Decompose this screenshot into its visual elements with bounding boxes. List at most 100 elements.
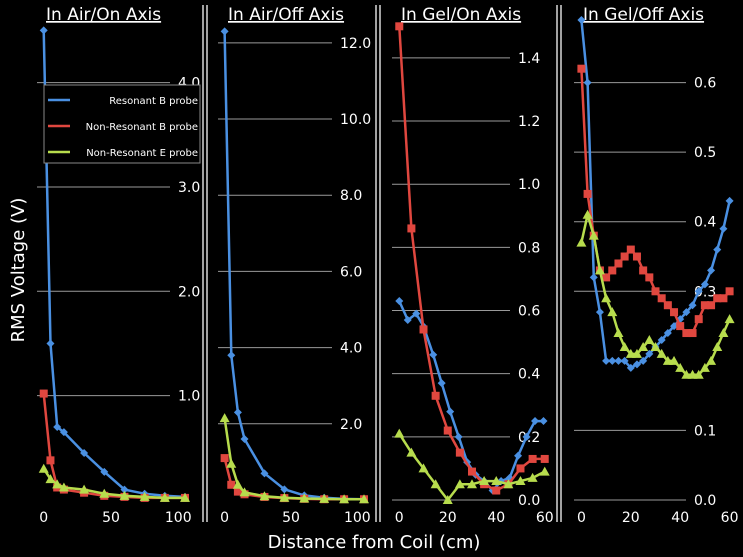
data-point-square <box>657 294 666 303</box>
data-point-square <box>676 322 685 331</box>
data-point-triangle <box>607 307 618 317</box>
series-triangle <box>38 463 190 502</box>
series-triangle <box>394 428 550 504</box>
data-point-triangle <box>279 492 290 502</box>
data-point-diamond <box>719 224 728 233</box>
y-tick-label: 1.0 <box>518 177 540 193</box>
data-point-diamond <box>539 417 548 426</box>
data-point-diamond <box>645 349 654 358</box>
data-point-diamond <box>227 351 236 360</box>
data-point-diamond <box>657 336 666 344</box>
data-point-triangle <box>706 355 717 365</box>
y-tick-label: 0.5 <box>694 145 716 161</box>
data-point-triangle <box>359 494 369 504</box>
x-tick-label: 60 <box>721 510 739 526</box>
data-point-square <box>220 454 229 463</box>
data-point-triangle <box>139 491 150 501</box>
data-point-diamond <box>100 467 109 476</box>
data-point-square <box>707 301 716 310</box>
y-tick-label: 3.0 <box>178 180 200 196</box>
data-point-square <box>577 64 586 73</box>
data-point-square <box>608 266 617 275</box>
data-point-diamond <box>260 469 269 478</box>
chart-legend: Resonant B probe Non-Resonant B probe No… <box>43 84 201 164</box>
data-point-triangle <box>45 474 56 484</box>
series-line <box>42 30 186 499</box>
data-point-triangle <box>58 482 69 492</box>
data-point-diamond <box>403 316 412 324</box>
data-point-square <box>682 329 691 338</box>
data-point-triangle <box>339 494 350 504</box>
panel-title: In Air/On Axis <box>46 5 161 25</box>
y-tick-label: 0.6 <box>694 76 716 92</box>
series-line <box>223 417 364 501</box>
data-point-triangle <box>656 348 667 358</box>
y-tick-label: 0.0 <box>694 493 716 509</box>
data-point-triangle <box>712 341 723 351</box>
panel-title: In Air/Off Axis <box>228 5 344 25</box>
data-point-triangle <box>576 237 587 247</box>
data-point-triangle <box>644 335 655 344</box>
data-point-diamond <box>412 309 421 318</box>
data-point-diamond <box>725 196 734 205</box>
data-point-square <box>620 252 629 261</box>
x-tick-label: 0 <box>220 510 229 526</box>
x-tick-label: 40 <box>487 510 505 526</box>
data-point-square <box>528 454 537 463</box>
data-point-triangle <box>442 495 453 504</box>
series-triangle <box>219 413 369 504</box>
y-tick-label: 0.6 <box>518 304 540 320</box>
data-point-triangle <box>588 230 599 240</box>
legend-label-nonresonant-b: Non-Resonant B probe <box>86 122 198 133</box>
panel-3: In Gel/On Axis0.00.20.40.60.81.01.21.402… <box>392 5 554 526</box>
x-tick-label: 60 <box>536 510 554 526</box>
data-point-square <box>419 325 428 334</box>
x-tick-label: 50 <box>102 510 120 526</box>
data-point-square <box>602 273 611 282</box>
series-square <box>577 64 734 338</box>
data-point-square <box>645 273 654 282</box>
data-point-diamond <box>429 350 438 359</box>
data-point-diamond <box>39 26 48 35</box>
y-tick-label: 12.0 <box>340 36 371 52</box>
data-point-triangle <box>52 479 63 489</box>
data-point-triangle <box>594 265 605 275</box>
y-tick-label: 2.0 <box>340 417 362 433</box>
data-point-square <box>227 480 236 489</box>
x-tick-label: 50 <box>282 510 300 526</box>
y-tick-label: 1.0 <box>178 389 200 405</box>
data-point-diamond <box>80 449 89 458</box>
x-tick-label: 40 <box>671 510 689 526</box>
y-tick-label: 4.0 <box>340 341 362 357</box>
data-point-square <box>455 448 464 457</box>
data-point-diamond <box>280 485 289 494</box>
data-point-square <box>540 454 549 463</box>
y-tick-label: 10.0 <box>340 112 371 128</box>
data-point-diamond <box>583 78 592 87</box>
panel-title: In Gel/On Axis <box>401 5 521 25</box>
data-point-triangle <box>119 490 130 500</box>
data-point-diamond <box>120 485 129 494</box>
data-point-square <box>639 266 648 275</box>
data-point-triangle <box>650 341 661 351</box>
x-tick-label: 100 <box>165 510 192 526</box>
data-point-diamond <box>707 266 716 275</box>
data-point-triangle <box>699 362 710 372</box>
data-point-square <box>651 287 660 296</box>
data-point-diamond <box>595 308 604 317</box>
data-point-diamond <box>577 16 586 24</box>
data-point-triangle <box>232 479 243 489</box>
data-point-diamond <box>437 379 446 388</box>
series-triangle <box>576 209 735 379</box>
data-point-triangle <box>491 476 502 486</box>
data-point-square <box>468 467 476 476</box>
data-point-diamond <box>395 297 404 306</box>
data-point-diamond <box>46 339 55 348</box>
data-point-square <box>583 189 592 198</box>
data-point-diamond <box>589 273 598 282</box>
data-point-square <box>626 245 635 254</box>
data-point-square <box>233 487 242 496</box>
